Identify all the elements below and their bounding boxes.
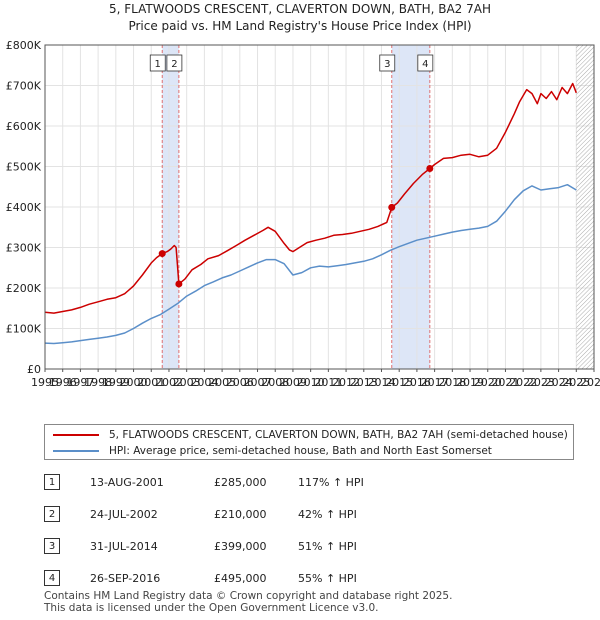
price-chart: 5, FLATWOODS CRESCENT, CLAVERTON DOWN, B…: [6, 2, 600, 389]
x-tick-label: 2007: [244, 376, 272, 389]
sale-date: 13-AUG-2001: [90, 476, 164, 489]
x-tick-label: 2021: [491, 376, 519, 389]
y-tick-label: £200K: [6, 282, 42, 295]
x-tick-label: 2023: [527, 376, 555, 389]
legend-item-hpi: HPI: Average price, semi-detached house,…: [53, 443, 492, 459]
sale-label-text: 3: [384, 59, 390, 70]
x-tick-label: 2008: [261, 376, 289, 389]
chart-title: 5, FLATWOODS CRESCENT, CLAVERTON DOWN, B…: [109, 2, 491, 16]
x-tick-label: 2019: [456, 376, 484, 389]
x-tick-label: 2014: [367, 376, 395, 389]
x-tick-label: 2013: [350, 376, 378, 389]
x-tick-label: 2022: [509, 376, 537, 389]
x-tick-label: 2018: [438, 376, 466, 389]
sale-label-box: [417, 54, 434, 72]
legend: 5, FLATWOODS CRESCENT, CLAVERTON DOWN, B…: [44, 424, 574, 460]
legend-item-property: 5, FLATWOODS CRESCENT, CLAVERTON DOWN, B…: [53, 427, 568, 443]
x-tick-label: 2006: [226, 376, 254, 389]
sale-point: [426, 165, 434, 173]
sale-row: 1 13-AUG-2001 £285,000 117% ↑ HPI: [44, 474, 464, 492]
x-tick-label: 2020: [474, 376, 502, 389]
sale-label-box: [166, 54, 183, 72]
x-tick-label: 1999: [102, 376, 130, 389]
x-tick-label: 2017: [421, 376, 449, 389]
y-tick-label: £100K: [6, 323, 42, 336]
x-tick-label: 1998: [84, 376, 112, 389]
legend-swatch-property: [53, 434, 99, 436]
footer-licence: This data is licensed under the Open Gov…: [44, 602, 379, 614]
y-tick-label: £500K: [6, 161, 42, 174]
sale-number-badge: 2: [44, 506, 60, 522]
x-tick-label: 2010: [297, 376, 325, 389]
sale-price: £285,000: [214, 476, 267, 489]
x-tick-label: 2011: [314, 376, 342, 389]
legend-label-property: 5, FLATWOODS CRESCENT, CLAVERTON DOWN, B…: [109, 429, 568, 441]
footer-copyright: Contains HM Land Registry data © Crown c…: [44, 590, 453, 602]
sale-row: 4 26-SEP-2016 £495,000 55% ↑ HPI: [44, 570, 464, 588]
sale-label-box: [379, 54, 396, 72]
sale-number-badge: 3: [44, 538, 60, 554]
x-tick-label: 1996: [49, 376, 77, 389]
y-tick-label: £0: [27, 363, 41, 376]
sale-label-text: 1: [155, 59, 161, 70]
x-tick-label: 2015: [385, 376, 413, 389]
sale-label-text: 4: [422, 59, 428, 70]
forecast-region: [576, 45, 594, 369]
sale-date: 24-JUL-2002: [90, 508, 158, 521]
sale-point: [388, 203, 396, 211]
hpi-line: [44, 183, 577, 345]
forecast-hatch: [576, 45, 594, 369]
x-tick-label: 2009: [279, 376, 307, 389]
sale-hpi-change: 117% ↑ HPI: [298, 476, 364, 489]
footer: Contains HM Land Registry data © Crown c…: [44, 590, 452, 614]
sale-number-badge: 1: [44, 474, 60, 490]
property-price-line: [44, 82, 577, 314]
x-tick-label: 2002: [155, 376, 183, 389]
x-tick-label: 2016: [403, 376, 431, 389]
sale-price: £495,000: [214, 572, 267, 585]
legend-label-hpi: HPI: Average price, semi-detached house,…: [109, 445, 492, 457]
x-tick-label: 1995: [31, 376, 59, 389]
x-tick-label: 2012: [332, 376, 360, 389]
sale-hpi-change: 42% ↑ HPI: [298, 508, 357, 521]
axes: £0 £100K £200K £300K £400K £500K £600K £700K £80…: [6, 39, 600, 389]
sale-date: 26-SEP-2016: [90, 572, 161, 585]
sale-point: [158, 250, 166, 258]
sale-number-badge: 4: [44, 570, 60, 586]
plot-frame: [44, 44, 595, 370]
x-tick-label: 2024: [545, 376, 573, 389]
sale-date: 31-JUL-2014: [90, 540, 158, 553]
sale-row: 2 24-JUL-2002 £210,000 42% ↑ HPI: [44, 506, 464, 524]
x-tick-label: 2005: [208, 376, 236, 389]
x-tick-label: 2003: [173, 376, 201, 389]
sale-hpi-change: 51% ↑ HPI: [298, 540, 357, 553]
sale-label-text: 2: [171, 59, 177, 70]
sale-price: £399,000: [214, 540, 267, 553]
y-tick-label: £600K: [6, 120, 42, 133]
y-tick-label: £300K: [6, 242, 42, 255]
sale-price: £210,000: [214, 508, 267, 521]
legend-swatch-hpi: [53, 450, 99, 452]
y-tick-label: £800K: [6, 39, 42, 52]
x-tick-label: 2000: [120, 376, 148, 389]
sale-row: 3 31-JUL-2014 £399,000 51% ↑ HPI: [44, 538, 464, 556]
y-tick-label: £700K: [6, 80, 42, 93]
y-tick-label: £400K: [6, 201, 42, 214]
x-tick-label: 2004: [190, 376, 218, 389]
sale-point: [175, 280, 183, 288]
sale-hpi-change: 55% ↑ HPI: [298, 572, 357, 585]
x-tick-label: 2001: [137, 376, 165, 389]
chart-subtitle: Price paid vs. HM Land Registry's House …: [128, 19, 471, 33]
sale-points: [158, 165, 434, 288]
series-lines: [44, 82, 577, 345]
x-tick-label: 2025: [562, 376, 590, 389]
sale-label-box: [149, 54, 166, 72]
x-tick-label: 1997: [66, 376, 94, 389]
x-tick-label: 2026: [580, 376, 600, 389]
